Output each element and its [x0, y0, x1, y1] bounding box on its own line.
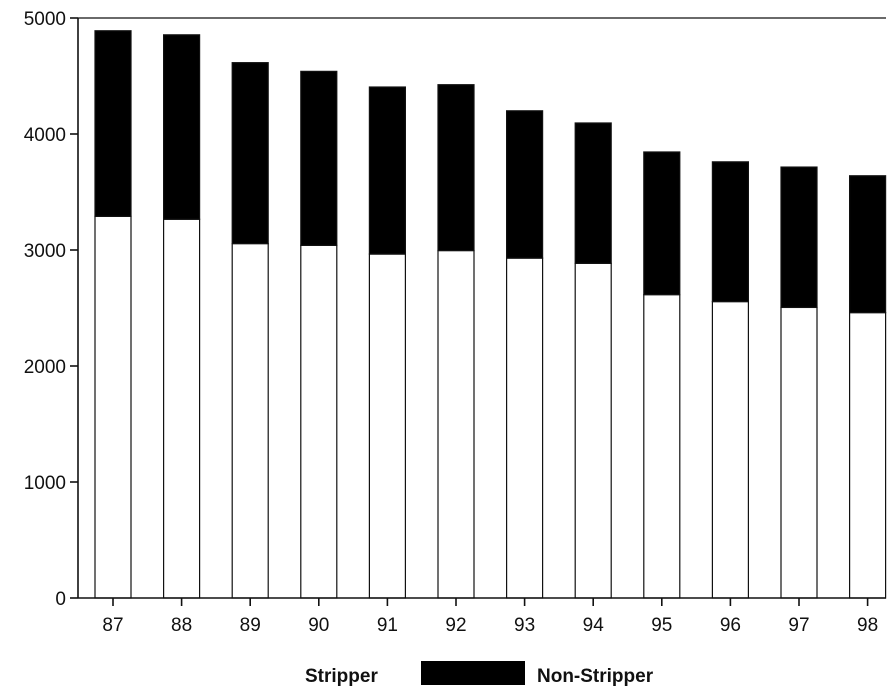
legend-label-stripper: Stripper [305, 666, 378, 686]
bar-stripper-94 [574, 262, 612, 599]
bar-stripper-89 [231, 243, 269, 599]
x-tick-label: 88 [171, 615, 192, 636]
x-tick-label: 89 [240, 615, 261, 636]
bar-stripper-93 [506, 257, 544, 599]
x-tick-label: 94 [583, 615, 605, 636]
x-tick-label: 92 [445, 615, 466, 636]
bar-non-stripper-91 [368, 86, 406, 255]
bar-stripper-98 [848, 312, 887, 599]
y-tick-label: 1000 [24, 473, 66, 494]
bar-non-stripper-90 [300, 70, 338, 246]
y-tick-label: 4000 [24, 125, 66, 146]
x-tick-label: 93 [514, 615, 535, 636]
bar-stripper-90 [300, 244, 338, 599]
bars-group [94, 30, 887, 599]
bar-non-stripper-88 [163, 34, 201, 220]
y-tick-label: 5000 [24, 9, 66, 30]
bar-stripper-91 [368, 253, 406, 599]
bar-stripper-87 [94, 215, 132, 599]
x-tick-label: 91 [377, 615, 398, 636]
bar-non-stripper-94 [574, 122, 612, 264]
bar-non-stripper-87 [94, 30, 132, 217]
bar-non-stripper-96 [711, 161, 750, 303]
x-tick-label: 87 [102, 615, 123, 636]
bar-non-stripper-97 [780, 166, 818, 309]
y-axis-ticks: 0 1000 2000 3000 4000 5000 [24, 9, 78, 610]
legend-swatch-non-stripper [421, 661, 525, 685]
x-tick-label: 97 [788, 615, 809, 636]
x-tick-label: 90 [308, 615, 329, 636]
y-tick-label: 0 [55, 589, 66, 610]
legend: Stripper Non-Stripper [305, 661, 654, 686]
y-tick-label: 3000 [24, 241, 66, 262]
bar-non-stripper-93 [506, 110, 544, 259]
x-tick-label: 98 [857, 615, 878, 636]
bar-non-stripper-98 [848, 175, 887, 314]
bar-stripper-88 [163, 218, 201, 599]
legend-label-non-stripper: Non-Stripper [537, 666, 654, 686]
bar-non-stripper-95 [643, 151, 681, 296]
bar-stripper-97 [780, 306, 818, 599]
bar-stripper-92 [437, 249, 475, 599]
x-tick-label: 95 [651, 615, 672, 636]
y-tick-label: 2000 [24, 357, 66, 378]
bar-non-stripper-92 [437, 84, 475, 252]
x-tick-label: 96 [720, 615, 741, 636]
x-axis-ticks: 87 88 89 90 91 92 93 94 95 96 97 98 [102, 598, 878, 636]
bar-non-stripper-89 [231, 62, 269, 245]
bar-stripper-95 [643, 294, 681, 599]
bar-stripper-96 [711, 301, 750, 599]
